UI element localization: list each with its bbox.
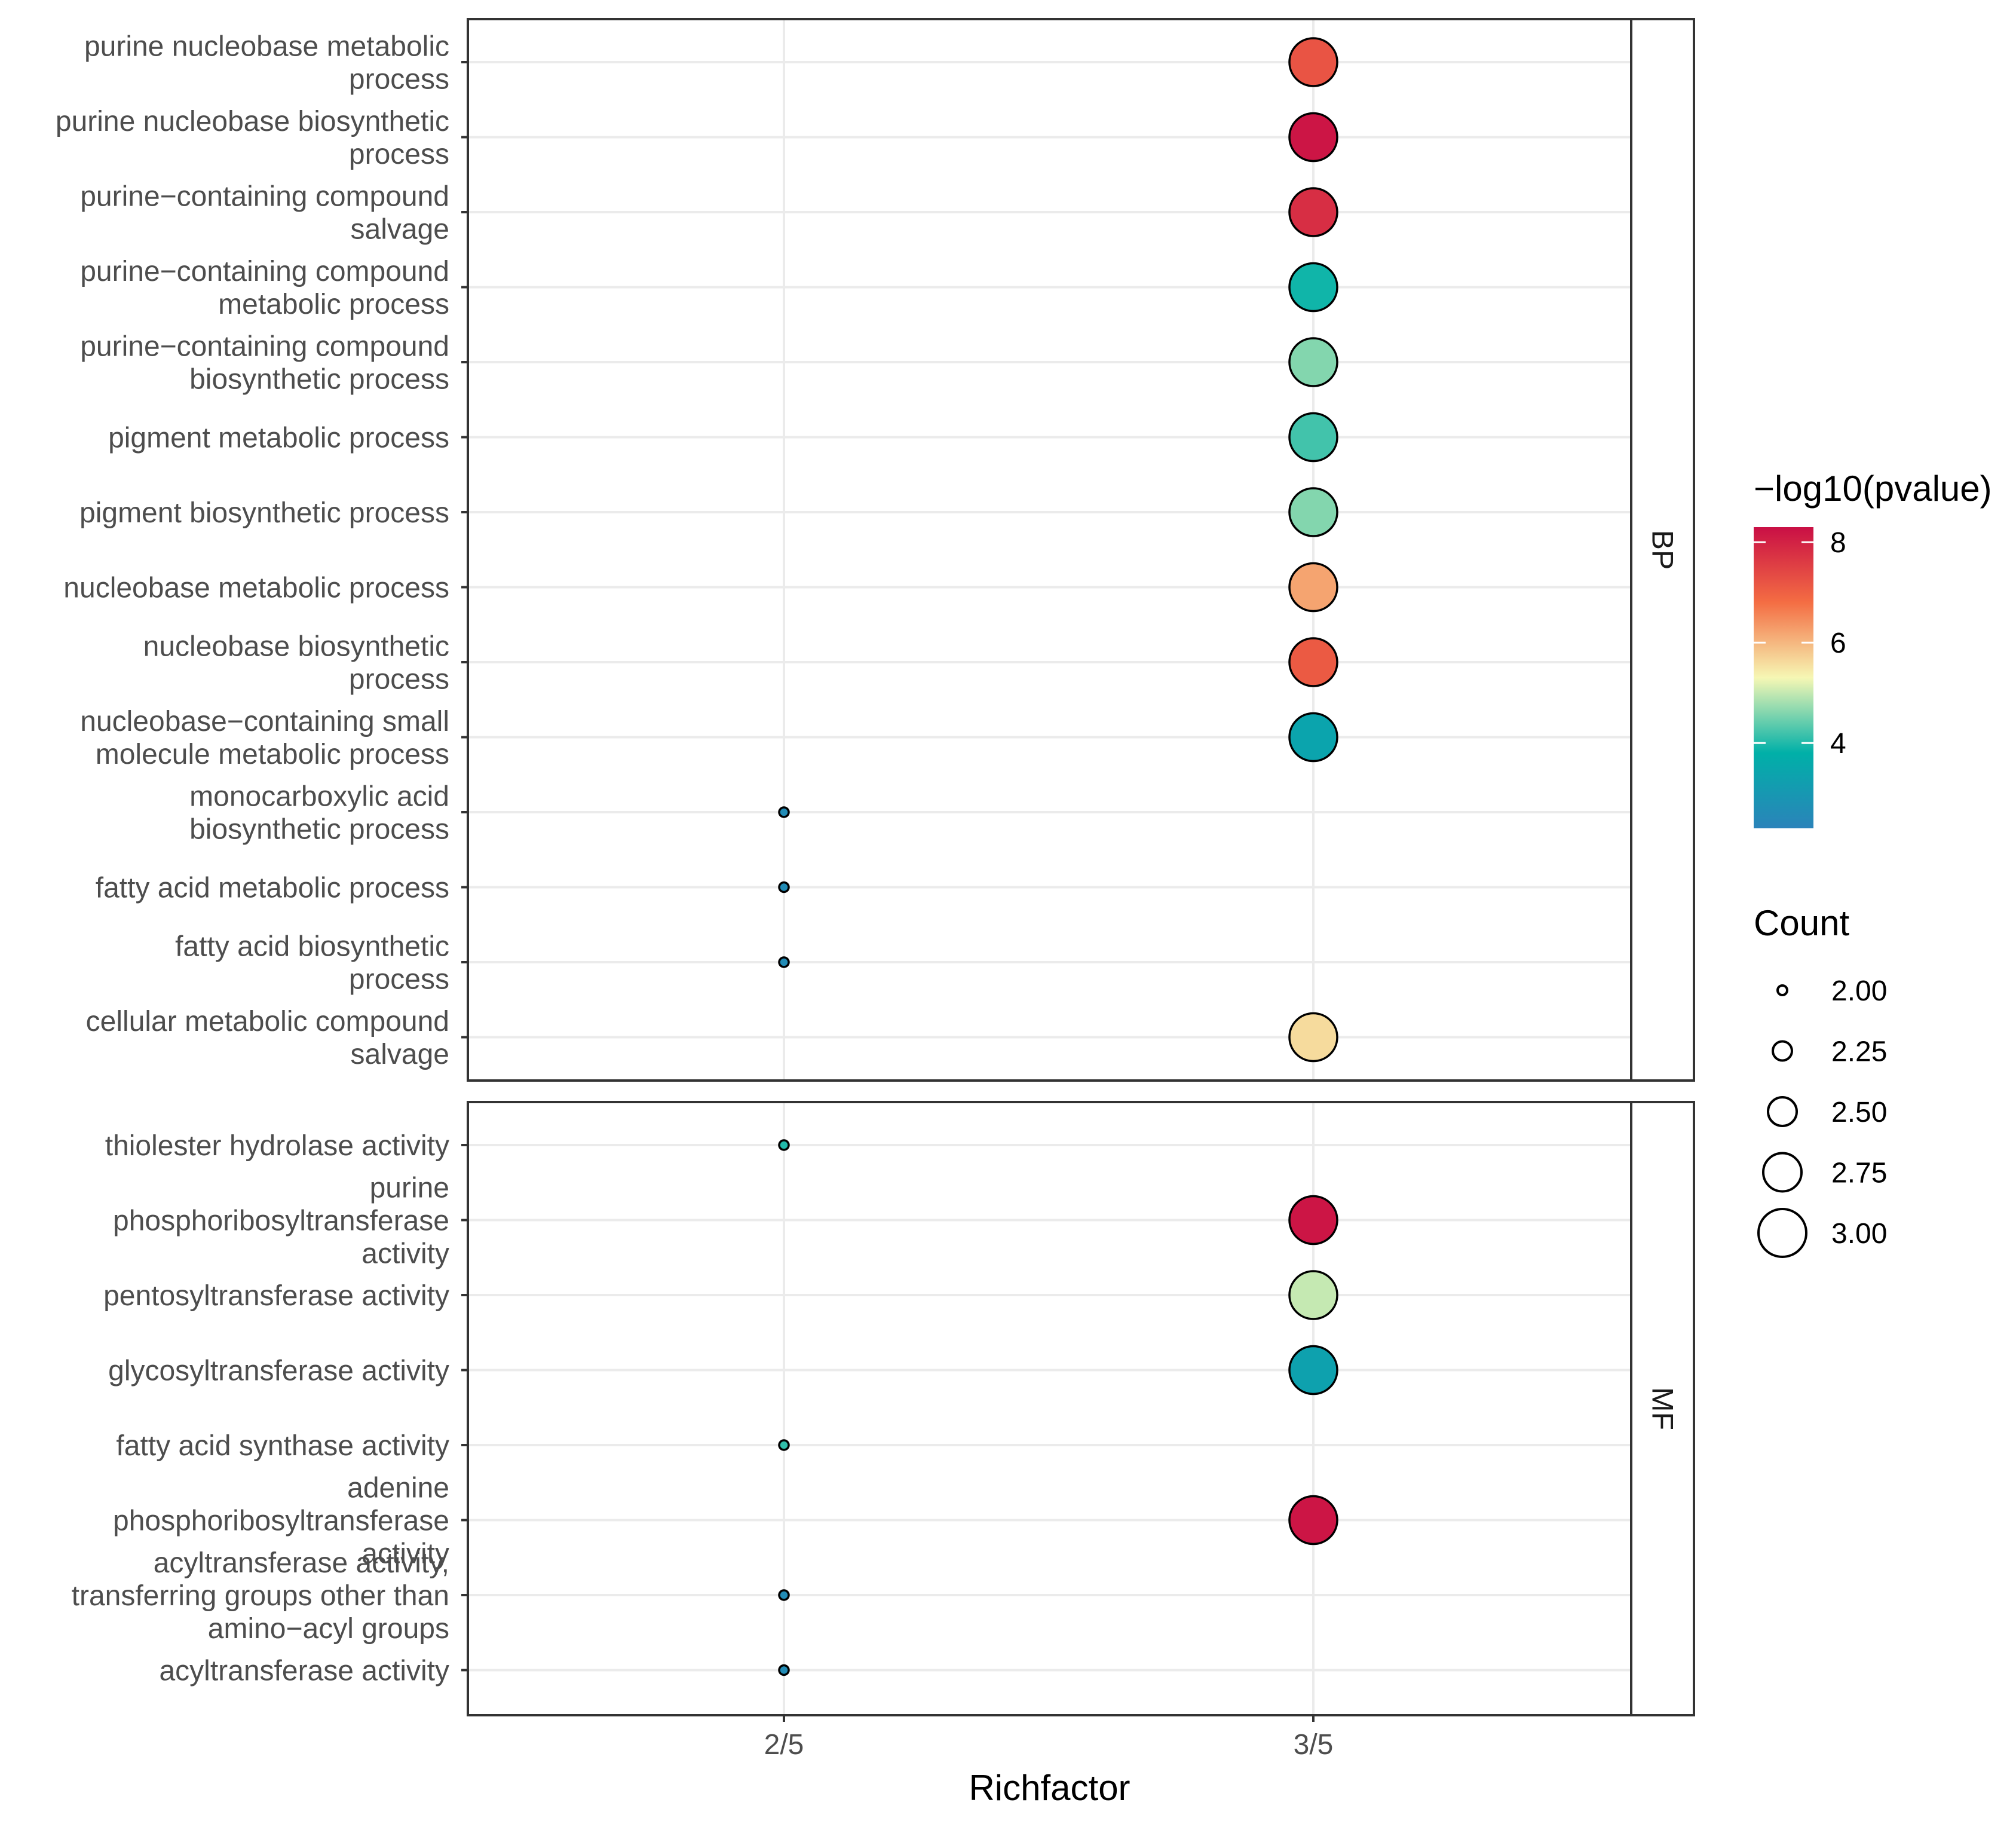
y-tick-label: salvage (351, 214, 449, 246)
y-tick-label: phosphoribosyltransferase (113, 1205, 449, 1237)
y-tick-label: glycosyltransferase activity (108, 1355, 449, 1387)
data-point (1288, 412, 1338, 463)
size-legend-label: 2.75 (1831, 1158, 1887, 1189)
y-tick-label: process (349, 664, 449, 696)
y-tick-label: salvage (351, 1039, 449, 1070)
data-point (1288, 487, 1338, 537)
y-tick-label: thiolester hydrolase activity (105, 1130, 449, 1162)
panel-mf: MF (467, 1101, 1695, 1716)
size-legend-label: 2.00 (1831, 975, 1887, 1007)
y-tick-label: purine nucleobase metabolic (84, 31, 449, 63)
y-tick-label: monocarboxylic acid (189, 781, 449, 813)
y-tick-label: purine−containing compound (80, 256, 449, 287)
size-legend-label: 2.25 (1831, 1036, 1887, 1068)
panel-background (468, 1102, 1631, 1715)
colorbar-tick-label: 6 (1830, 628, 1846, 659)
y-tick-label: acyltransferase activity, (154, 1547, 449, 1579)
data-point (778, 1589, 790, 1601)
y-tick-label: process (349, 964, 449, 996)
y-tick-label: activity (361, 1538, 449, 1570)
y-tick-label: process (349, 139, 449, 170)
data-point (778, 1139, 790, 1151)
data-point (778, 806, 790, 818)
y-tick-label: fatty acid synthase activity (116, 1430, 449, 1462)
color-legend-title: −log10(pvalue) (1754, 469, 1992, 509)
data-point (778, 956, 790, 968)
facet-strip (1630, 1101, 1695, 1716)
data-point (778, 1664, 790, 1676)
data-point (1288, 1195, 1338, 1245)
y-tick-label: purine−containing compound (80, 181, 449, 213)
size-legend-label: 3.00 (1831, 1218, 1887, 1250)
data-point (778, 881, 790, 893)
size-legend-key (1757, 1208, 1807, 1258)
data-point (1288, 1495, 1338, 1545)
panel-background (468, 19, 1631, 1081)
y-tick-label: biosynthetic process (189, 364, 449, 396)
data-point (1288, 1012, 1338, 1063)
data-point (1288, 1270, 1338, 1320)
size-legend-label: 2.50 (1831, 1097, 1887, 1128)
y-tick-label: phosphoribosyltransferase (113, 1505, 449, 1537)
data-point (1288, 1345, 1338, 1395)
y-tick-label: fatty acid metabolic process (96, 873, 449, 904)
data-point (1288, 262, 1338, 313)
y-tick-label: activity (361, 1238, 449, 1270)
x-tick-label: 2/5 (764, 1729, 804, 1761)
data-point (1288, 712, 1338, 763)
data-point (1288, 187, 1338, 237)
y-tick-label: pigment biosynthetic process (79, 497, 449, 529)
y-tick-label: metabolic process (218, 289, 449, 320)
x-tick-label: 3/5 (1294, 1729, 1334, 1761)
data-point (778, 1439, 790, 1451)
y-tick-label: fatty acid biosynthetic (175, 931, 449, 963)
data-point (1288, 562, 1338, 613)
y-tick-label: nucleobase biosynthetic (143, 631, 449, 663)
y-tick-label: nucleobase−containing small (80, 706, 449, 737)
panel-bp: BP (467, 18, 1695, 1082)
y-tick-label: purine nucleobase biosynthetic (56, 106, 449, 137)
size-legend-key (1762, 1152, 1803, 1193)
colorbar (1754, 527, 1813, 828)
y-tick-label: molecule metabolic process (96, 739, 449, 770)
y-tick-label: purine−containing compound (80, 331, 449, 363)
size-legend-key (1776, 984, 1788, 996)
facet-strip (1630, 18, 1695, 1082)
y-tick-label: nucleobase metabolic process (63, 573, 449, 604)
y-tick-label: transferring groups other than (72, 1580, 449, 1612)
x-axis-title: Richfactor (969, 1768, 1130, 1808)
y-tick-label: adenine (347, 1473, 449, 1504)
y-tick-label: cellular metabolic compound (86, 1006, 449, 1037)
colorbar-tick-label: 4 (1830, 728, 1846, 760)
size-legend-title: Count (1754, 903, 1849, 943)
y-tick-label: acyltransferase activity (159, 1655, 449, 1687)
data-point (1288, 637, 1338, 687)
y-tick-label: amino−acyl groups (208, 1613, 449, 1645)
y-tick-label: purine (370, 1173, 449, 1204)
data-point (1288, 37, 1338, 87)
size-legend-key (1767, 1096, 1798, 1127)
y-tick-label: pentosyltransferase activity (103, 1280, 449, 1312)
facet-strip-label: BP (1646, 530, 1680, 570)
size-legend-key (1772, 1040, 1793, 1062)
y-tick-label: pigment metabolic process (108, 423, 449, 454)
data-point (1288, 112, 1338, 163)
y-tick-label: process (349, 64, 449, 96)
facet-strip-label: MF (1646, 1387, 1680, 1430)
y-tick-label: biosynthetic process (189, 814, 449, 846)
colorbar-tick-label: 8 (1830, 527, 1846, 559)
data-point (1288, 337, 1338, 387)
